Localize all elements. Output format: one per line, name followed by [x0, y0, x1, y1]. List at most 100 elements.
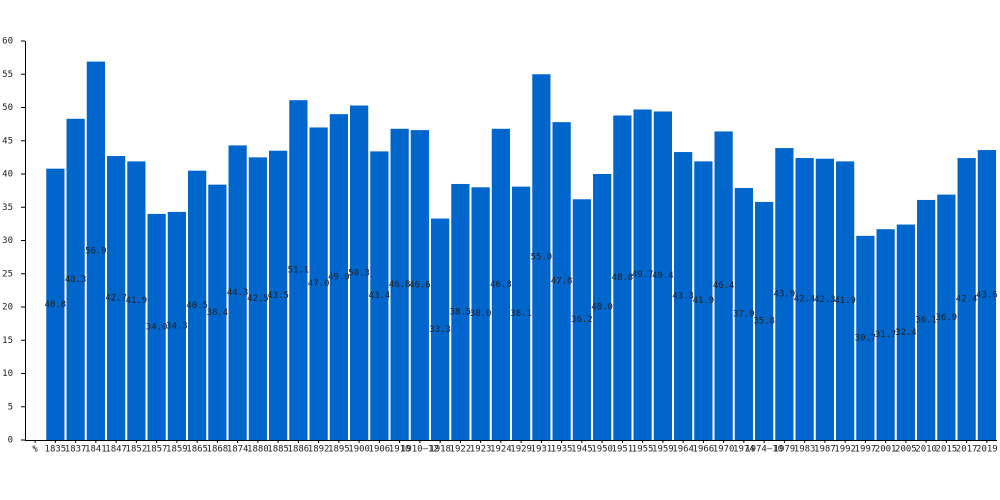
- value-label: 30.7: [855, 333, 877, 343]
- x-tick-label: 1974: [733, 445, 755, 455]
- bar: [917, 199, 936, 440]
- y-tick-label: 30: [2, 236, 13, 246]
- x-tick-label: 1974–10: [745, 445, 783, 455]
- x-tick-label: 1959: [652, 445, 674, 455]
- bar: [46, 168, 65, 440]
- x-tick-label: 2001: [875, 445, 897, 455]
- value-label: 31.7: [875, 330, 897, 340]
- bar: [593, 174, 612, 440]
- value-label: 42.3: [814, 295, 836, 305]
- y-tick-label: 5: [8, 402, 13, 412]
- bar: [795, 158, 814, 441]
- x-tick-label: 1918: [429, 445, 451, 455]
- bar: [775, 148, 794, 440]
- value-label: 43.5: [267, 291, 289, 301]
- value-label: 36.1: [915, 315, 937, 325]
- x-tick-label: 1922: [450, 445, 472, 455]
- value-label: 38.0: [470, 309, 492, 319]
- bar: [836, 161, 855, 441]
- value-label: 42.5: [247, 294, 269, 304]
- bar: [977, 150, 996, 440]
- bar: [147, 213, 166, 440]
- y-tick-label: 45: [2, 136, 13, 146]
- x-tick-label: 1868: [207, 445, 229, 455]
- bar: [127, 161, 146, 441]
- x-tick-label: %: [32, 445, 38, 455]
- x-tick-label: 2010: [915, 445, 937, 455]
- value-label: 37.9: [733, 309, 755, 319]
- bar: [957, 158, 976, 441]
- bar: [309, 127, 328, 440]
- bar: [269, 150, 288, 440]
- bar: [471, 187, 490, 440]
- y-tick-label: 0: [8, 436, 13, 446]
- value-label: 38.4: [207, 308, 229, 318]
- x-tick-label: 1950: [591, 445, 613, 455]
- bar: [937, 194, 956, 440]
- x-tick-label: 1874: [227, 445, 249, 455]
- y-tick-label: 15: [2, 336, 13, 346]
- value-label: 49.7: [632, 270, 654, 280]
- x-tick-label: 1910–12: [401, 445, 439, 455]
- x-tick-label: 1924: [490, 445, 512, 455]
- value-label: 34.3: [166, 321, 188, 331]
- y-tick-label: 25: [2, 269, 13, 279]
- x-tick-label: 1983: [794, 445, 816, 455]
- x-tick-label: 1857: [146, 445, 168, 455]
- value-label: 38.1: [510, 309, 532, 319]
- bar: [714, 131, 733, 440]
- value-label: 51.1: [288, 266, 310, 276]
- value-label: 48.3: [65, 275, 87, 285]
- value-label: 46.8: [389, 280, 411, 290]
- x-tick-label: 1929: [510, 445, 532, 455]
- bar: [896, 224, 915, 440]
- value-label: 47.8: [551, 277, 573, 287]
- bar: [167, 211, 186, 440]
- bar: [410, 130, 429, 441]
- bar: [653, 111, 672, 441]
- bar: [86, 61, 105, 441]
- value-label: 50.3: [348, 268, 370, 278]
- x-tick-label: 1892: [308, 445, 330, 455]
- y-tick-label: 10: [2, 369, 13, 379]
- x-tick-label: 1837: [65, 445, 87, 455]
- bar: [532, 74, 551, 440]
- bar: [633, 109, 652, 441]
- bar: [674, 152, 693, 440]
- x-tick-label: 1992: [834, 445, 856, 455]
- value-label: 49.4: [652, 271, 674, 281]
- value-label: 46.6: [409, 281, 431, 291]
- y-tick-label: 55: [2, 70, 13, 80]
- bar: [208, 184, 227, 440]
- bar: [694, 161, 713, 441]
- bar: [350, 105, 369, 440]
- x-tick-label: 1935: [551, 445, 573, 455]
- value-label: 43.3: [672, 292, 694, 302]
- bar: [734, 187, 753, 440]
- y-tick-label: 60: [2, 37, 13, 47]
- bar: [572, 199, 591, 440]
- x-tick-label: 1900: [348, 445, 370, 455]
- x-tick-label: 1859: [166, 445, 188, 455]
- x-tick-label: 1997: [855, 445, 877, 455]
- x-tick-label: 1886: [288, 445, 310, 455]
- x-tick-label: 1880: [247, 445, 269, 455]
- x-tick-label: 1910: [389, 445, 411, 455]
- value-label: 41.9: [126, 296, 148, 306]
- bar: [370, 151, 389, 440]
- x-tick-label: 1955: [632, 445, 654, 455]
- x-tick-label: 1987: [814, 445, 836, 455]
- x-tick-label: 1951: [612, 445, 634, 455]
- x-tick-label: 1906: [369, 445, 391, 455]
- x-tick-label: 1841: [85, 445, 107, 455]
- x-tick-label: 1835: [45, 445, 67, 455]
- bar: [390, 128, 409, 440]
- value-label: 49.0: [328, 273, 350, 283]
- value-label: 41.9: [693, 296, 715, 306]
- value-label: 43.9: [774, 290, 796, 300]
- value-label: 33.3: [429, 325, 451, 335]
- value-label: 35.8: [753, 316, 775, 326]
- x-tick-label: 1852: [126, 445, 148, 455]
- value-label: 38.5: [450, 307, 472, 317]
